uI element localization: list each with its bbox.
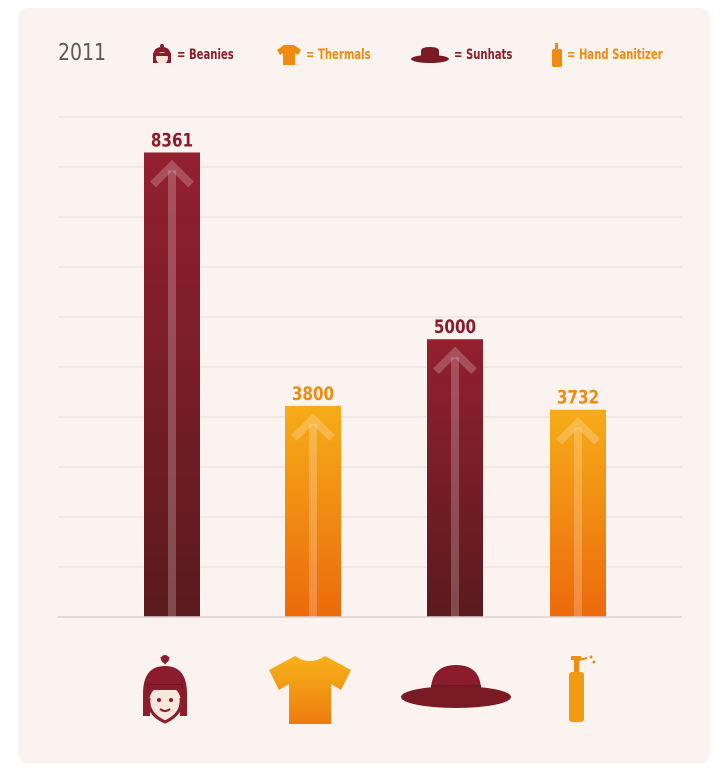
year-label: 2011 [58, 40, 107, 66]
legend-label: = Hand Sanitizer [567, 47, 663, 63]
data-label-thermals: 3800 [292, 383, 334, 405]
legend-item-hand-sanitizer: = Hand Sanitizer [551, 42, 700, 68]
bar-arrow-head [291, 413, 335, 441]
sunhat-large-icon [401, 665, 511, 708]
legend-label: = Beanies [177, 47, 234, 63]
beanie-girl-icon [143, 655, 187, 724]
bar-arrow-head [433, 346, 477, 375]
bar-arrow-shaft [168, 170, 176, 617]
sunhat-icon [411, 47, 449, 63]
thermal-shirt-large-icon [269, 656, 351, 724]
bar-sunhats [427, 339, 483, 617]
bar-beanies [144, 152, 200, 617]
legend-item-beanies: = Beanies [151, 42, 256, 68]
bar-arrow-shaft [574, 427, 582, 617]
data-label-sunhats: 5000 [434, 317, 476, 339]
legend-item-sunhats: = Sunhats [410, 42, 535, 68]
bar-hand-sanitizer [550, 409, 606, 617]
data-label-beanies: 8361 [151, 130, 193, 152]
legend-item-thermals: = Thermals [276, 42, 396, 68]
legend-label: = Sunhats [454, 47, 513, 63]
data-label-hand-sanitizer: 3732 [557, 387, 599, 409]
bar-arrow-shaft [451, 357, 459, 617]
chart-panel [18, 8, 710, 763]
sanitizer-bottle-large-icon [569, 655, 596, 722]
legend-label: = Thermals [306, 47, 371, 63]
beanie-icon [153, 44, 171, 64]
thermal-shirt-icon [277, 45, 301, 65]
bar-arrow-shaft [309, 423, 317, 617]
bar-arrow-head [556, 417, 600, 445]
sanitizer-bottle-icon [552, 43, 562, 67]
bar-arrow-head [150, 159, 194, 188]
bar-thermals [285, 405, 341, 617]
